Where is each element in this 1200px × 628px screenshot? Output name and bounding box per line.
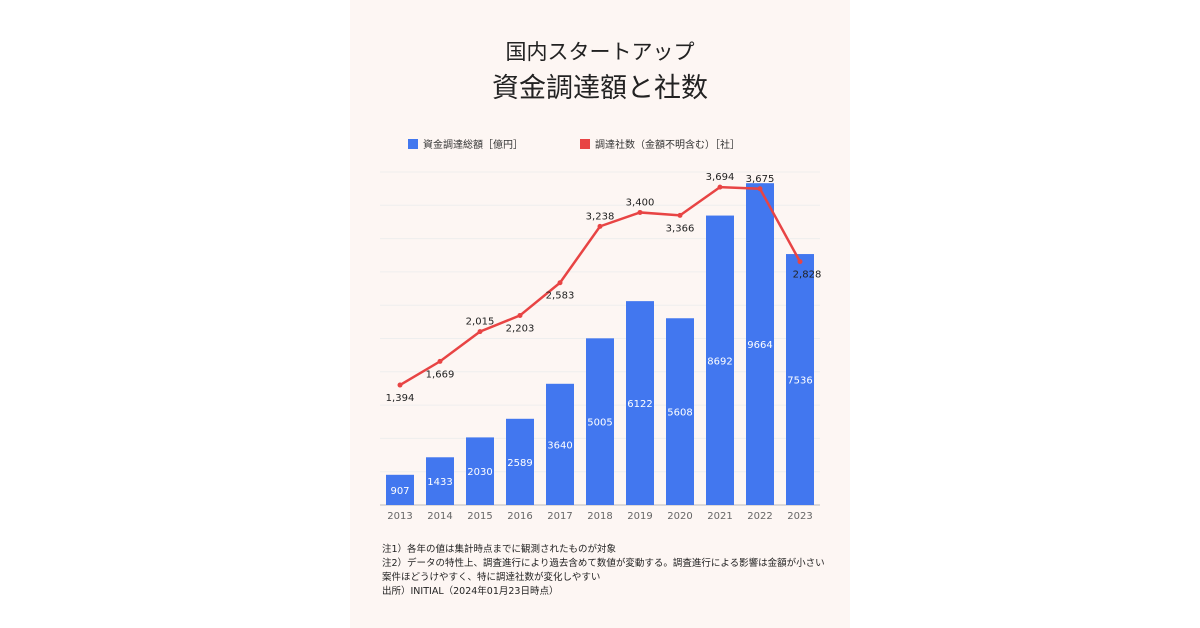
line-label-2016: 2,203 [506,323,535,334]
bar-2014 [426,457,454,505]
bar-2020 [666,318,694,505]
line-point-2016 [517,312,523,318]
legend-swatch-line [580,138,590,149]
legend-label-line: 調達社数（金額不明含む）［社］ [595,140,740,151]
x-tick-2020: 2020 [667,511,692,522]
line-label-2020: 3,366 [666,223,695,234]
line-point-2014 [437,358,443,364]
line-point-2021 [717,184,723,190]
x-tick-2013: 2013 [387,511,412,522]
bar-2018 [586,338,614,505]
line-label-2018: 3,238 [586,211,615,222]
bar-label-2019: 6122 [627,399,652,410]
x-tick-2019: 2019 [627,511,652,522]
legend-bar: 資金調達総額［億円］ [408,136,523,151]
line-point-2015 [477,329,483,335]
bar-2017 [546,383,574,505]
bar-label-2013: 907 [390,486,409,497]
note-2: 注2）データの特性上、調査進行により過去含めて数値が変動する。調査進行による影響… [382,558,825,583]
bar-2013 [386,474,414,505]
bar-2022 [746,183,774,506]
note-1: 注1）各年の値は集計時点までに観測されたものが対象 [382,544,617,555]
bar-2015 [466,437,494,505]
x-tick-2022: 2022 [747,511,772,522]
x-tick-2021: 2021 [707,511,732,522]
line-point-2018 [597,223,603,229]
line-point-2022 [757,186,763,192]
legend-label-bar: 資金調達総額［億円］ [423,140,523,151]
chart-title-line1: 国内スタートアップ [505,40,695,64]
bar-label-2017: 3640 [547,440,572,451]
line-point-2020 [677,212,683,218]
line-point-2017 [557,280,563,286]
bar-label-2022: 9664 [747,340,772,351]
line-label-2015: 2,015 [466,317,495,328]
legend-swatch-bar [408,138,418,149]
line-label-2023: 2,828 [793,270,822,281]
bar-2019 [626,301,654,505]
bar-label-2014: 1433 [427,477,452,488]
line-label-2019: 3,400 [626,197,655,208]
legend-line: 調達社数（金額不明含む）［社］ [580,136,740,151]
line-point-2023 [797,259,803,265]
bar-label-2021: 8692 [707,356,732,367]
line-point-2019 [637,209,643,215]
bar-2016 [506,418,534,505]
bar-2021 [706,215,734,505]
line-label-2013: 1,394 [386,393,415,404]
line-point-2013 [397,382,403,388]
bar-label-2018: 5005 [587,418,612,429]
line-label-2017: 2,583 [546,291,575,302]
x-tick-2023: 2023 [787,511,812,522]
line-label-2022: 3,675 [746,174,775,185]
line-label-2014: 1,669 [426,369,455,380]
bar-label-2016: 2589 [507,458,532,469]
x-tick-2018: 2018 [587,511,612,522]
x-tick-2017: 2017 [547,511,572,522]
x-tick-2014: 2014 [427,511,452,522]
bar-2023 [786,254,814,505]
chart-title-line2: 資金調達額と社数 [492,73,708,104]
notes: 注1）各年の値は集計時点までに観測されたものが対象 注2）データの特性上、調査進… [382,543,832,599]
x-tick-2016: 2016 [507,511,532,522]
note-source: 出所）INITIAL（2024年01月23日時点） [382,586,559,597]
bar-label-2023: 7536 [787,376,812,387]
bar-label-2020: 5608 [667,408,692,419]
x-tick-2015: 2015 [467,511,492,522]
bar-label-2015: 2030 [467,467,492,478]
line-label-2021: 3,694 [706,172,735,183]
